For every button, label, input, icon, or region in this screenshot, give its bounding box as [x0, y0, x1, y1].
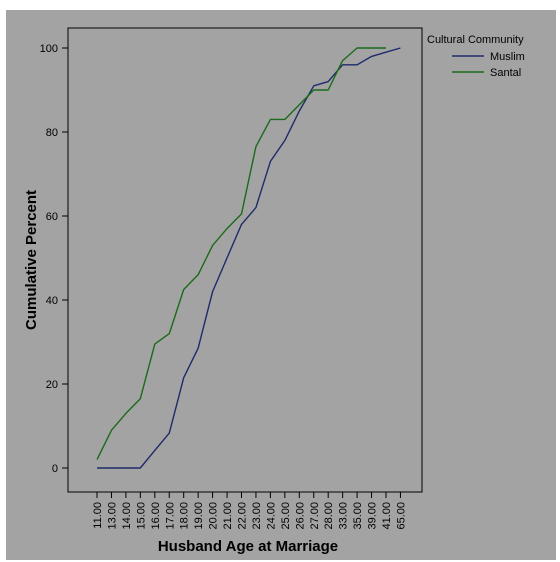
x-tick-label: 65.00: [395, 502, 407, 530]
x-tick-label: 24.00: [265, 502, 277, 530]
x-tick-label: 25.00: [280, 502, 292, 530]
y-tick-label: 40: [46, 295, 58, 307]
x-tick-label: 19.00: [193, 502, 205, 530]
x-axis-title: Husband Age at Marriage: [158, 538, 338, 555]
legend-title: Cultural Community: [427, 34, 524, 46]
x-tick-label: 33.00: [338, 502, 350, 530]
x-tick-label: 13.00: [106, 502, 118, 530]
x-tick-label: 39.00: [367, 502, 379, 530]
x-tick-label: 22.00: [237, 502, 249, 530]
x-tick-label: 18.00: [179, 502, 191, 530]
plot-background: [6, 10, 556, 560]
x-tick-label: 23.00: [251, 502, 263, 530]
x-tick-label: 35.00: [352, 502, 364, 530]
x-tick-label: 28.00: [323, 502, 335, 530]
y-axis-title: Cumulative Percent: [23, 190, 40, 330]
x-tick-label: 27.00: [309, 502, 321, 530]
x-tick-label: 41.00: [381, 502, 393, 530]
x-tick-label: 11.00: [92, 502, 104, 529]
x-tick-label: 14.00: [121, 502, 133, 530]
x-tick-label: 17.00: [164, 502, 176, 530]
x-tick-label: 20.00: [208, 502, 220, 530]
y-tick-label: 100: [40, 43, 58, 55]
x-tick-label: 16.00: [150, 502, 162, 530]
x-tick-label: 26.00: [294, 502, 306, 530]
y-tick-label: 60: [46, 211, 58, 223]
x-tick-label: 15.00: [135, 502, 147, 530]
y-tick-label: 20: [46, 379, 58, 391]
x-tick-label: 21.00: [222, 502, 234, 530]
legend-label-santal: Santal: [490, 67, 521, 79]
y-tick-label: 0: [52, 463, 58, 475]
legend-label-muslim: Muslim: [490, 51, 525, 63]
y-tick-label: 80: [46, 127, 58, 139]
